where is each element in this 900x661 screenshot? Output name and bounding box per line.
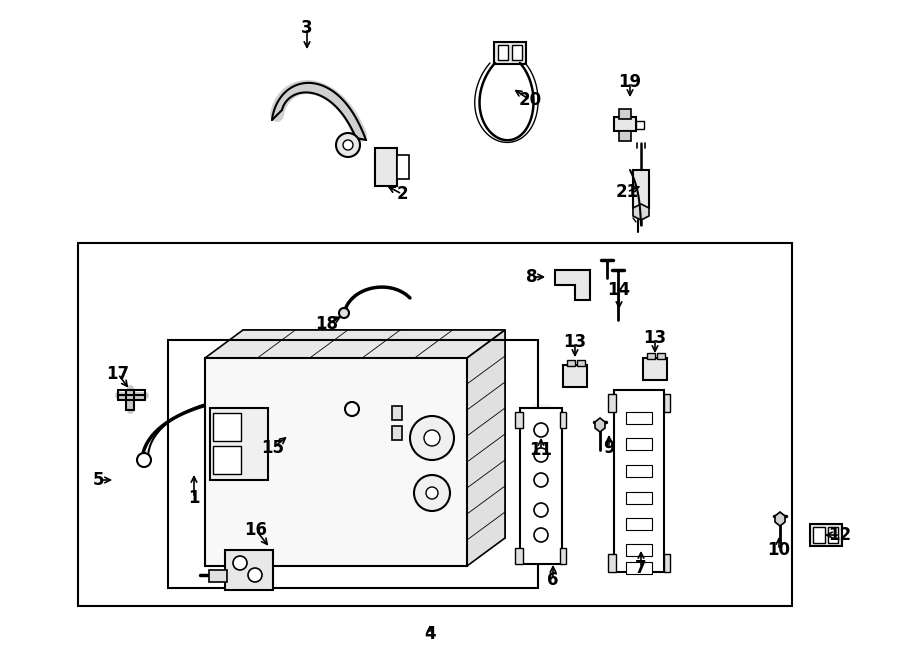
Bar [647,353,655,359]
Bar [664,394,670,412]
Circle shape [534,503,548,517]
Bar [619,109,631,119]
Polygon shape [532,404,551,560]
Bar [392,426,402,440]
Text: 15: 15 [262,439,284,457]
Bar [375,148,397,186]
Text: 9: 9 [603,439,615,457]
Text: 3: 3 [302,19,313,37]
Bar [210,408,268,480]
Polygon shape [595,418,605,432]
Text: 6: 6 [547,571,559,589]
Polygon shape [243,330,505,538]
Text: 7: 7 [635,559,647,577]
Bar [626,438,652,450]
Circle shape [534,528,548,542]
Bar [626,465,652,477]
Polygon shape [775,512,785,526]
Text: 12: 12 [828,526,851,544]
Bar [213,446,241,474]
Circle shape [534,423,548,437]
Text: 19: 19 [618,73,642,91]
Bar [392,406,402,420]
Bar [168,340,538,588]
Text: 1: 1 [188,489,200,507]
Bar [397,155,409,179]
Circle shape [410,416,454,460]
Bar [560,412,566,428]
Text: 16: 16 [245,521,267,539]
Bar [225,550,273,590]
Text: 10: 10 [768,541,790,559]
Bar [643,358,667,380]
Text: 4: 4 [424,625,436,643]
Bar [560,548,566,564]
Circle shape [248,568,262,582]
Bar [577,360,585,366]
Bar [657,353,665,359]
Circle shape [426,487,438,499]
Circle shape [343,140,353,150]
Bar [498,45,508,60]
Bar [515,548,523,564]
Bar [563,365,587,387]
Bar [608,394,616,412]
Text: 20: 20 [518,91,542,109]
Bar [636,121,644,129]
Circle shape [424,430,440,446]
Bar [626,544,652,556]
Circle shape [534,448,548,462]
Text: 14: 14 [608,281,631,299]
Bar [813,527,825,543]
Bar [664,554,670,572]
Bar [619,131,631,141]
Polygon shape [555,270,590,300]
Bar [205,358,467,566]
Bar [614,390,664,572]
Text: 13: 13 [563,333,587,351]
Bar [213,413,241,441]
Circle shape [339,308,349,318]
Circle shape [345,402,359,416]
Bar [828,527,838,543]
Text: 11: 11 [529,441,553,459]
Bar [608,554,616,572]
Bar [626,412,652,424]
Bar [520,408,562,564]
Circle shape [137,453,151,467]
Text: 8: 8 [526,268,538,286]
Text: 21: 21 [616,183,639,201]
Circle shape [414,475,450,511]
Polygon shape [467,330,505,566]
Bar [626,492,652,504]
Polygon shape [633,204,649,220]
Text: 2: 2 [396,185,408,203]
Bar [626,518,652,530]
Bar [512,45,522,60]
Text: 18: 18 [316,315,338,333]
Circle shape [534,473,548,487]
Circle shape [233,556,247,570]
Bar [614,117,636,131]
Bar [633,170,649,208]
Bar [810,524,842,546]
Text: 13: 13 [644,329,667,347]
Bar [626,562,652,574]
Polygon shape [205,330,505,358]
Text: 17: 17 [106,365,130,383]
Bar [494,42,526,64]
Bar [567,360,575,366]
Bar [209,570,227,582]
Bar [515,412,523,428]
Circle shape [336,133,360,157]
Text: 5: 5 [94,471,104,489]
Bar [78,243,792,606]
